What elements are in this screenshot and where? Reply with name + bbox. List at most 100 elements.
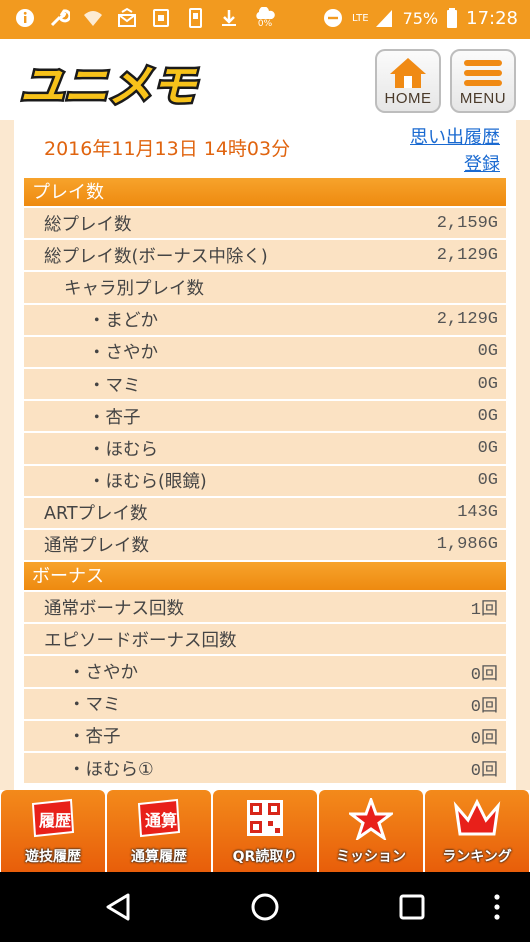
history-register-link[interactable]: 思い出履歴 登録 (410, 124, 500, 178)
row-value: 0G (477, 374, 498, 394)
row-value: 0回 (470, 697, 498, 717)
app-logo: ユニメモ (18, 59, 201, 112)
battery-icon (446, 7, 458, 29)
app-header: ユニメモ HOME MENU (0, 36, 530, 120)
svg-text:通算: 通算 (145, 811, 177, 830)
row-value: 0回 (470, 762, 498, 782)
sim-icon (150, 7, 172, 29)
record-datetime: 2016年11月13日 14時03分 (44, 138, 291, 160)
table-row: 総プレイ数 2,159G (24, 208, 506, 241)
section-header-plays: プレイ数 (24, 178, 506, 208)
table-row: ・さやか 0回 (24, 656, 506, 689)
table-row: ・杏子 0G (24, 401, 506, 434)
cloud-icon: 0% (252, 7, 278, 29)
hamburger-icon (464, 60, 502, 86)
tab-label: 遊技履歴 (25, 849, 81, 865)
table-row: ・ほむら① 0回 (24, 753, 506, 786)
section-header-bonus: ボーナス (24, 562, 506, 593)
tab-label: ミッション (336, 849, 406, 865)
tab-qr-scan[interactable]: QR読取り (213, 790, 317, 872)
table-row: ARTプレイ数 143G (24, 497, 506, 530)
row-label: ・マミ (88, 375, 141, 396)
row-value: 143G (457, 503, 498, 523)
row-label: ・マミ (68, 695, 121, 716)
table-row: キャラ別プレイ数 (24, 272, 506, 305)
row-value: 0G (477, 438, 498, 458)
row-label: 総プレイ数 (44, 214, 132, 235)
house-icon (390, 58, 426, 88)
row-label: ARTプレイ数 (44, 504, 148, 525)
table-row: ・杏子 0回 (24, 720, 506, 753)
row-value: 2,129G (436, 310, 498, 330)
row-label: 通常プレイ数 (44, 536, 149, 557)
wrench-icon (48, 7, 70, 29)
row-value: 0回 (470, 729, 498, 749)
signal-icon (373, 7, 395, 29)
row-value: 1回 (470, 601, 498, 621)
row-label: 通常ボーナス回数 (44, 598, 184, 619)
back-icon[interactable] (104, 892, 132, 922)
main-content: 2016年11月13日 14時03分 思い出履歴 登録 プレイ数 総プレイ数 2,… (14, 118, 516, 790)
total-icon: 通算 (137, 798, 181, 838)
download-icon (218, 7, 240, 29)
info-icon (14, 7, 36, 29)
status-bar: 0% LTE 75% 17:28 (0, 0, 530, 36)
row-label: エピソードボーナス回数 (44, 630, 237, 651)
wifi-icon (82, 7, 104, 29)
table-row: 通常ボーナス回数 1回 (24, 592, 506, 625)
svg-text:履歴: 履歴 (39, 811, 71, 830)
row-label: ・ほむら(眼鏡) (88, 472, 207, 493)
row-label: キャラ別プレイ数 (64, 278, 204, 299)
row-value: 0G (477, 342, 498, 362)
history-link-line2: 登録 (464, 154, 500, 175)
row-label: ・ほむら (88, 439, 158, 460)
row-label: ・杏子 (68, 727, 121, 748)
table-row: 通常プレイ数 1,986G (24, 529, 506, 563)
row-label: ・さやか (88, 343, 158, 364)
table-row: ・マミ 0G (24, 368, 506, 402)
clock: 17:28 (466, 7, 518, 29)
row-value: 1,986G (436, 535, 498, 555)
history-link-line1: 思い出履歴 (410, 127, 500, 148)
tab-mission[interactable]: ミッション (319, 790, 423, 872)
tab-label: QR読取り (232, 849, 298, 865)
qr-code-icon (247, 800, 283, 836)
home-label: HOME (384, 90, 432, 107)
stats-table: プレイ数 総プレイ数 2,159G 総プレイ数(ボーナス中除く) 2,129G キャ… (24, 178, 506, 786)
row-label: ・杏子 (88, 407, 141, 428)
menu-button[interactable]: MENU (450, 49, 516, 113)
row-value: 2,129G (436, 245, 498, 265)
row-value: 0G (477, 406, 498, 426)
dnd-icon (322, 7, 344, 29)
tab-play-history[interactable]: 履歴 遊技履歴 (1, 790, 105, 872)
home-button[interactable]: HOME (375, 49, 441, 113)
row-value: 0G (477, 471, 498, 491)
bottom-tab-bar: 履歴 遊技履歴 通算 通算履歴 QR読取り ミッション (0, 790, 530, 872)
crown-icon (453, 798, 501, 836)
table-row: ・まどか 2,129G (24, 304, 506, 337)
tab-total-history[interactable]: 通算 通算履歴 (107, 790, 211, 872)
table-row: ・ほむら 0G (24, 433, 506, 466)
table-row: ・さやか 0G (24, 336, 506, 369)
recents-icon[interactable] (398, 892, 426, 922)
table-row: ・マミ 0回 (24, 688, 506, 721)
table-row: 総プレイ数(ボーナス中除く) 2,129G (24, 240, 506, 273)
row-value: 0回 (470, 665, 498, 685)
row-label: ・さやか (68, 663, 138, 684)
menu-label: MENU (459, 90, 507, 107)
star-icon (349, 798, 393, 840)
system-nav-bar (0, 872, 530, 942)
network-type: LTE (351, 13, 369, 24)
row-label: ・まどか (88, 311, 158, 332)
row-label: ・ほむら① (68, 759, 154, 780)
row-value: 2,159G (436, 213, 498, 233)
row-label: 総プレイ数(ボーナス中除く) (44, 246, 268, 267)
tab-label: 通算履歴 (131, 849, 187, 865)
tab-ranking[interactable]: ランキング (425, 790, 529, 872)
cloud-percent: 0% (257, 19, 273, 29)
more-options-icon[interactable] (492, 892, 502, 922)
logo-text: ユニメモ (20, 61, 198, 111)
table-row: エピソードボーナス回数 (24, 624, 506, 657)
home-circle-icon[interactable] (250, 892, 280, 922)
battery-percent: 75% (402, 8, 439, 28)
